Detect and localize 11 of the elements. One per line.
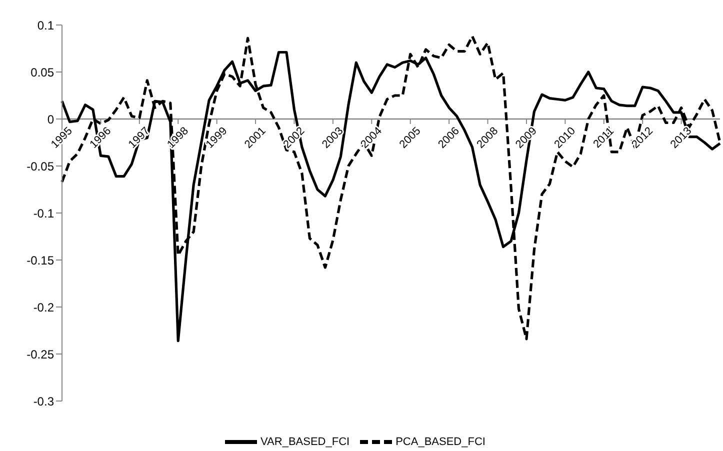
y-tick-label: -0.15	[26, 253, 54, 268]
y-tick-label: 0.05	[30, 65, 54, 80]
y-tick-label: -0.25	[26, 347, 54, 362]
y-tick-label: 0	[47, 112, 54, 126]
y-tick-label: -0.3	[33, 394, 54, 408]
y-tick-label: -0.2	[33, 300, 54, 314]
y-tick-label: -0.1	[33, 206, 54, 220]
legend-label: PCA_BASED_FCI	[396, 436, 486, 448]
y-tick-label: -0.05	[26, 159, 54, 174]
y-tick-label: 0.1	[37, 18, 54, 32]
legend-label: VAR_BASED_FCI	[260, 436, 350, 448]
